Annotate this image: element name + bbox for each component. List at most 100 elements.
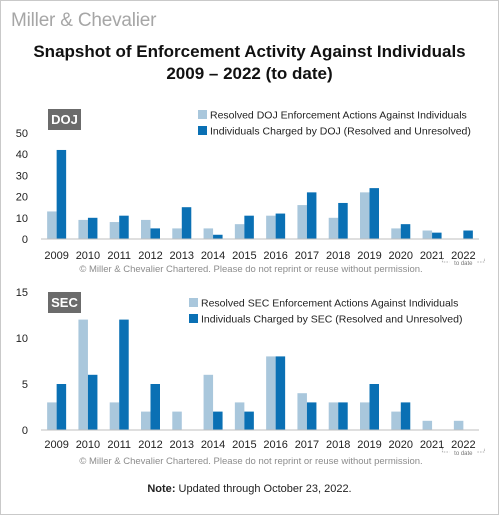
panel-doj-bar-resolved — [328, 217, 339, 239]
panel-doj-bar-resolved — [47, 211, 57, 239]
panel-sec-category-note: to date — [454, 451, 473, 457]
panel-sec-bar-charged — [400, 402, 411, 430]
panel-sec-ytick-label: 10 — [16, 333, 28, 345]
panel-sec-bar-resolved — [360, 402, 370, 430]
panel-doj-legend-swatch — [198, 110, 207, 119]
panel-sec-bar-charged — [275, 356, 286, 430]
panel-doj-bar-resolved — [172, 228, 182, 239]
panel-doj-category-label: 2019 — [357, 250, 381, 262]
panel-doj-category-note: to date — [454, 261, 473, 267]
panel-sec-bar-resolved — [297, 393, 307, 430]
panel-doj-category-label: 2021 — [420, 250, 444, 262]
panel-sec-bar-resolved — [203, 374, 214, 430]
panel-doj-category-label: 2020 — [389, 250, 413, 262]
title-line-2: 2009 – 2022 (to date) — [166, 64, 333, 83]
panel-doj-bar-resolved — [109, 222, 120, 239]
panel-doj-badge-box — [48, 109, 81, 130]
panel-doj-bar-resolved — [78, 219, 88, 239]
panel-doj-bar-charged — [338, 202, 348, 239]
panel-doj-category-label: 2014 — [201, 250, 225, 262]
panel-sec-bar-resolved — [391, 411, 401, 430]
panel-doj-bar-charged — [463, 230, 473, 239]
panel-sec-bar-resolved — [78, 319, 88, 430]
panel-doj-category-label: 2012 — [138, 250, 162, 262]
footnote: Note: Updated through October 23, 2022. — [147, 483, 352, 495]
panel-sec-bar-charged — [338, 402, 348, 430]
panel-sec-category-label: 2012 — [138, 439, 162, 451]
panel-sec-badge-box — [48, 292, 81, 313]
panel-sec-bar-charged — [56, 384, 67, 430]
panel-sec-category-label: 2015 — [232, 439, 256, 451]
panel-doj-bar-resolved — [234, 224, 245, 239]
panel-sec-bar-charged — [150, 384, 160, 430]
panel-sec-bar-charged — [119, 319, 129, 430]
panel-sec-bar-resolved — [234, 402, 245, 430]
panel-doj-badge-label: DOJ — [51, 112, 78, 127]
panel-doj-bar-charged — [432, 232, 442, 239]
panel-sec-copyright: © Miller & Chevalier Chartered. Please d… — [79, 456, 422, 467]
panel-sec-ytick-label: 15 — [16, 287, 28, 299]
panel-doj-bar-charged — [275, 213, 286, 239]
panel-doj-bar-charged — [400, 224, 411, 239]
panel-doj-category-label: 2018 — [326, 250, 350, 262]
panel-doj-bar-resolved — [391, 228, 401, 239]
panel-doj-bar-charged — [306, 192, 317, 239]
panel-sec-bar-charged — [213, 411, 223, 430]
panel-doj-ytick-label: 40 — [16, 149, 28, 161]
panel-doj-bar-resolved — [360, 192, 370, 239]
panel-sec-category-note-bracket — [441, 448, 485, 453]
panel-doj-bar-charged — [119, 215, 129, 239]
panel-sec-bar-charged — [244, 411, 254, 430]
panel-doj-bar-resolved — [297, 205, 307, 239]
panel-sec-bar-charged — [306, 402, 317, 430]
panel-doj-bar-charged — [56, 149, 67, 239]
panel-sec-legend-label: Resolved SEC Enforcement Actions Against… — [201, 298, 458, 310]
panel-doj-legend-label: Individuals Charged by DOJ (Resolved and… — [210, 126, 471, 138]
panel-sec-bar-charged — [87, 374, 98, 430]
panel-sec-ytick-label: 5 — [22, 379, 28, 391]
panel-doj-bar-resolved — [203, 228, 214, 239]
panel-sec-bar-resolved — [266, 356, 276, 430]
panel-sec-category-label: 2021 — [420, 439, 444, 451]
panel-sec-category-label: 2019 — [357, 439, 381, 451]
footnote-text: Updated through October 23, 2022. — [178, 483, 352, 495]
panel-doj-category-note-bracket — [441, 258, 485, 263]
panel-sec-bar-charged — [369, 384, 379, 430]
panel-sec-bar-resolved — [422, 420, 433, 430]
panel-sec-bar-resolved — [328, 402, 339, 430]
panel-doj-bar-charged — [369, 188, 379, 239]
panel-sec-category-label: 2016 — [263, 439, 287, 451]
panel-doj-category-label: 2011 — [107, 250, 131, 262]
panel-doj-category-label: 2015 — [232, 250, 256, 262]
panel-doj-bar-charged — [181, 207, 192, 239]
panel-doj-bar-charged — [150, 228, 160, 239]
panel-doj-ytick-label: 20 — [16, 192, 28, 204]
panel-doj-copyright: © Miller & Chevalier Chartered. Please d… — [79, 264, 422, 275]
panel-sec-category-label: 2014 — [201, 439, 225, 451]
panel-doj-category-label: 2022 — [451, 250, 475, 262]
panel-doj-ytick-label: 10 — [16, 213, 28, 225]
panel-doj-ytick-label: 30 — [16, 170, 28, 182]
panel-sec-badge-label: SEC — [51, 295, 78, 310]
panel-sec-category-label: 2022 — [451, 439, 475, 451]
panel-sec-category-label: 2010 — [76, 439, 100, 451]
panel-sec-ytick-label: 0 — [22, 425, 28, 437]
panel-doj-ytick-label: 0 — [22, 234, 28, 246]
panel-doj-category-label: 2013 — [170, 250, 194, 262]
panel-sec-category-label: 2013 — [170, 439, 194, 451]
panel-doj-ytick-label: 50 — [16, 128, 28, 140]
panel-sec-legend-swatch — [189, 314, 198, 323]
panel-sec-category-label: 2017 — [295, 439, 319, 451]
panel-doj-category-label: 2009 — [44, 250, 68, 262]
panel-sec-category-label: 2020 — [389, 439, 413, 451]
panel-sec-bar-resolved — [109, 402, 120, 430]
panel-doj-bar-resolved — [141, 219, 151, 239]
panel-doj-category-label: 2010 — [76, 250, 100, 262]
panel-sec-category-label: 2018 — [326, 439, 350, 451]
footnote-label: Note — [147, 483, 172, 495]
panel-doj-bar-resolved — [266, 215, 276, 239]
panel-doj-legend-swatch — [198, 126, 207, 135]
panel-sec-bar-resolved — [141, 411, 151, 430]
panel-doj-bar-charged — [213, 234, 223, 239]
